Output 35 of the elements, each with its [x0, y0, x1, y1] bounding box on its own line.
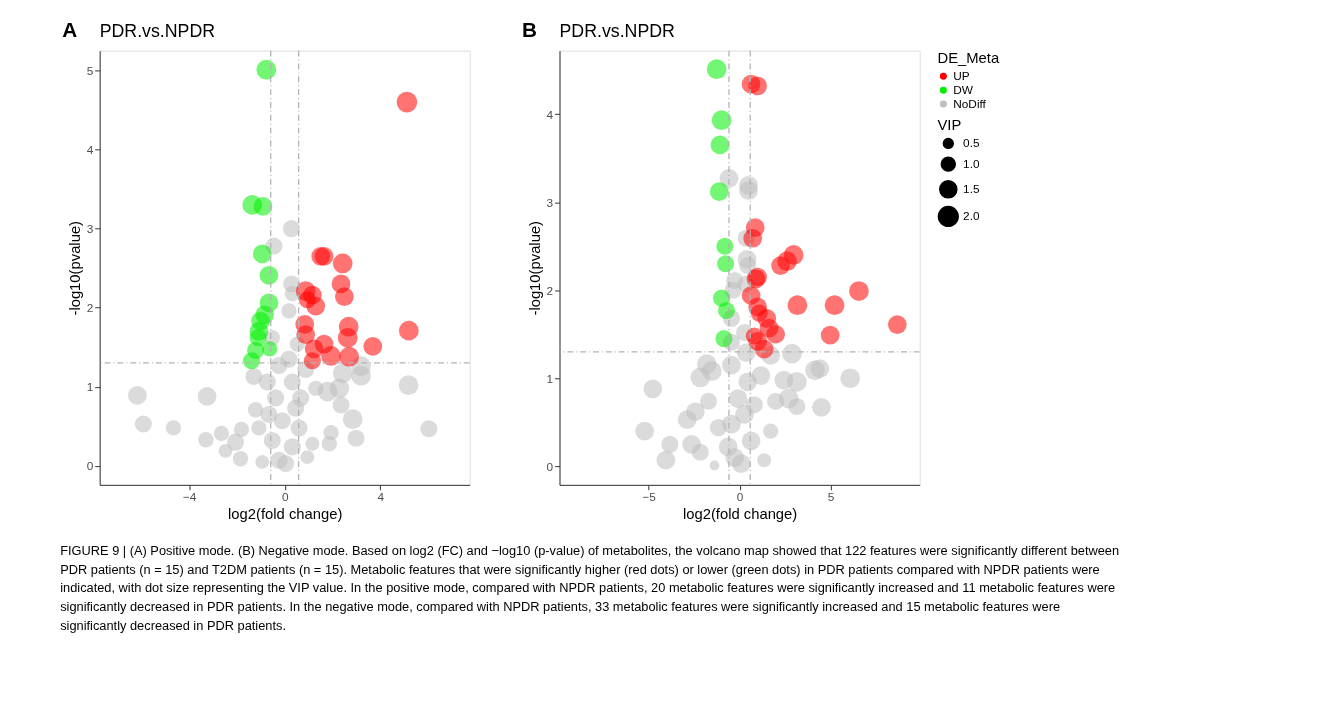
legend-label: 1.5: [963, 182, 980, 197]
x-tick-label: 4: [377, 490, 385, 505]
chart-title: PDR.vs.NPDR: [559, 20, 675, 41]
legend-label: DW: [953, 83, 974, 98]
text: VIP: [937, 116, 962, 133]
x-tick-label: 5: [827, 490, 835, 505]
caption: FIGURE 9 | (A) Positive mode. (B) Negative mode. Based on log2 (FC) and −log10 (p-value) of metabolites, the volcano map showed that 122 features were significantly different between PDR patients (n = 15) and T2DM patients (n = 15). Metabolic features that were significantly higher (red dots) or lower (green dots) in PDR patients compared with NPDR patients were indicated, with dot size representing the VIP value. In the positive mode, compared with NPDR patients, 20 metabolic features were significantly increased and 11 metabolic features were significantly decreased in PDR patients. In the negative mode, compared with NPDR patients, 33 metabolic features were significantly increased and 15 metabolic features were significantly decreased in PDR patients.: [60, 542, 1120, 633]
y-tick-label: 0: [86, 459, 94, 474]
y-axis-title: -log10(pvalue): [66, 220, 83, 316]
y-tick-label: 2: [546, 283, 554, 298]
y-tick-label: 1: [86, 380, 94, 395]
legend-label: 2.0: [963, 209, 980, 224]
x-axis-title: log2(fold change): [228, 505, 343, 522]
x-tick-label: 0: [736, 490, 744, 505]
legend-label: 1.0: [963, 157, 980, 172]
y-axis-title: -log10(pvalue): [526, 220, 543, 316]
legend-label: NoDiff: [953, 96, 987, 111]
legend-label: 0.5: [963, 136, 980, 151]
x-tick-label: −4: [182, 490, 197, 505]
text: DE_Meta: [937, 49, 1000, 66]
y-tick-label: 2: [86, 301, 94, 316]
chart-title: PDR.vs.NPDR: [99, 20, 216, 41]
y-tick-label: 0: [546, 459, 554, 474]
y-tick-label: 3: [546, 195, 554, 210]
y-tick-label: 5: [86, 63, 94, 78]
y-tick-label: 4: [546, 107, 554, 122]
x-tick-label: −5: [642, 490, 657, 505]
y-tick-label: 1: [546, 371, 554, 386]
y-tick-label: 3: [86, 222, 94, 237]
text: B: [522, 17, 538, 41]
text: A: [62, 17, 78, 41]
legend-label: UP: [953, 69, 970, 84]
x-tick-label: 0: [281, 490, 289, 505]
y-tick-label: 4: [86, 142, 94, 157]
x-axis-title: log2(fold change): [682, 505, 798, 522]
